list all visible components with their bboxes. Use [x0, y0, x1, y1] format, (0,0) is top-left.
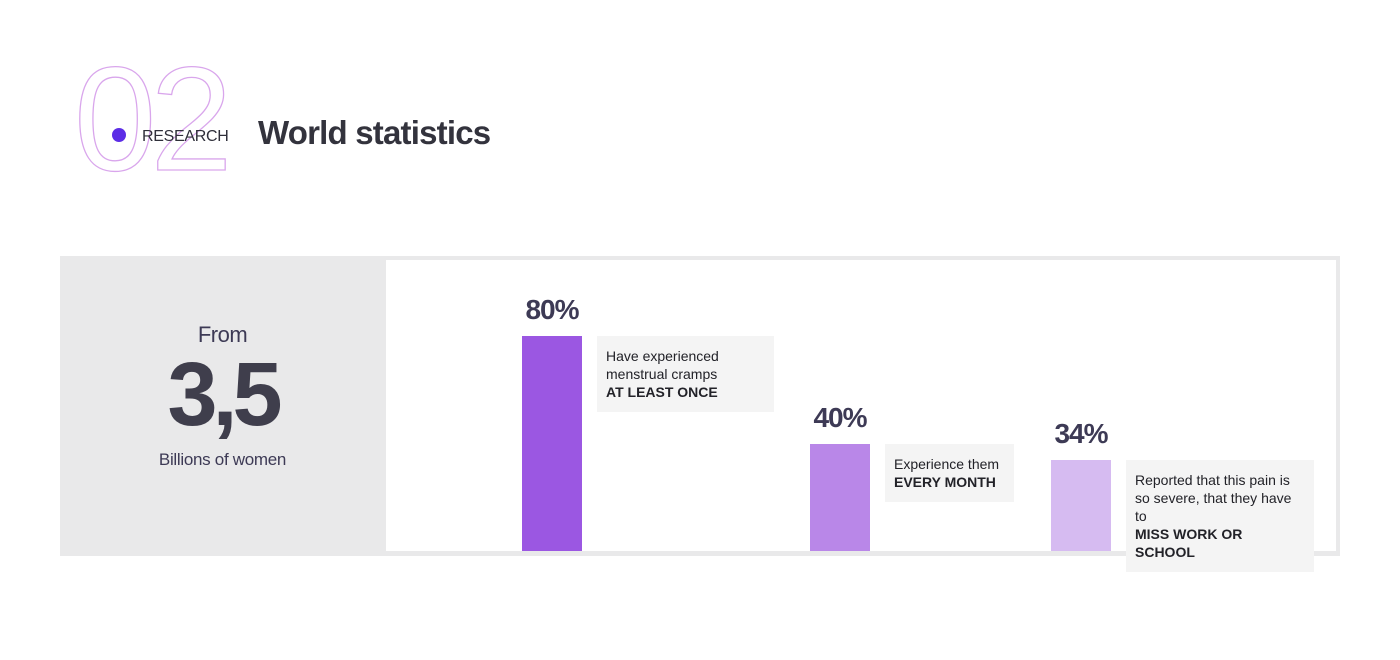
bar-note: Have experienced menstrual cramps AT LEA… [597, 336, 774, 412]
bar-note: Reported that this pain is so severe, th… [1126, 459, 1314, 572]
bar-value-label: 40% [813, 401, 867, 433]
bar-value-label: 80% [525, 294, 579, 325]
bar-note: Experience them EVERY MONTH [885, 443, 1014, 502]
bar-at-least-once [522, 336, 582, 551]
bar-every-month [810, 443, 870, 551]
bar-miss-work-or-school [1051, 459, 1111, 551]
bar-note-emphasis: AT LEAST ONCE [606, 384, 718, 400]
summary-caption: Billions of women [158, 450, 287, 469]
section-number: 02 [73, 37, 233, 202]
summary-prefix: From [197, 322, 248, 347]
bar-note-emphasis: EVERY MONTH [894, 473, 996, 490]
section-label: RESEARCH [142, 128, 229, 145]
bar-value-label: 34% [1054, 417, 1108, 449]
page-title: World statistics [258, 114, 491, 151]
bar-note-text: Have experienced menstrual cramps [606, 348, 719, 382]
bar-note-text: Reported that this pain is so severe, th… [1135, 471, 1292, 524]
bar-note-text: Experience them [894, 455, 1000, 472]
summary-value: 3,5 [167, 345, 282, 445]
bar-note-emphasis: MISS WORK OR SCHOOL [1135, 525, 1243, 560]
section-dot-icon [112, 128, 126, 142]
